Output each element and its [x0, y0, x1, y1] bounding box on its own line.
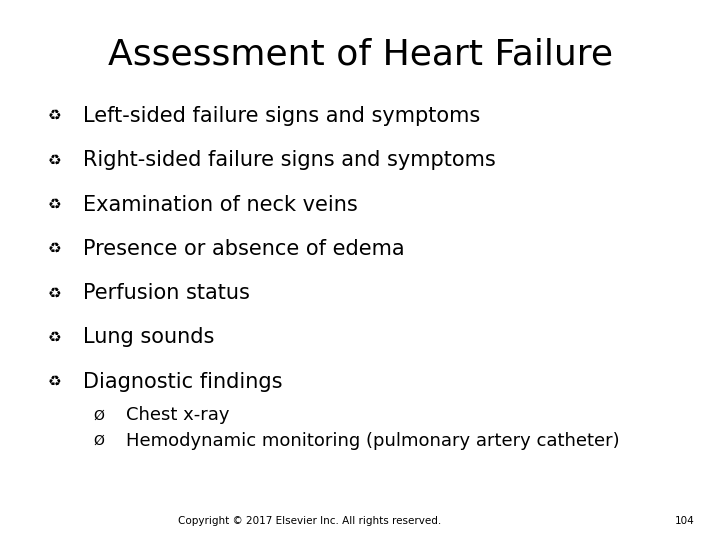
Text: Hemodynamic monitoring (pulmonary artery catheter): Hemodynamic monitoring (pulmonary artery… [126, 432, 620, 450]
Text: Ø: Ø [94, 408, 104, 422]
Text: ♻: ♻ [48, 153, 61, 168]
Text: ♻: ♻ [48, 197, 61, 212]
Text: Diagnostic findings: Diagnostic findings [83, 372, 282, 392]
Text: Assessment of Heart Failure: Assessment of Heart Failure [107, 38, 613, 72]
Text: Left-sided failure signs and symptoms: Left-sided failure signs and symptoms [83, 106, 480, 126]
Text: ♻: ♻ [48, 286, 61, 301]
Text: Ø: Ø [94, 434, 104, 448]
Text: Copyright © 2017 Elsevier Inc. All rights reserved.: Copyright © 2017 Elsevier Inc. All right… [178, 516, 441, 526]
Text: ♻: ♻ [48, 109, 61, 124]
Text: Lung sounds: Lung sounds [83, 327, 214, 348]
Text: ♻: ♻ [48, 330, 61, 345]
Text: Chest x-ray: Chest x-ray [126, 406, 230, 424]
Text: ♻: ♻ [48, 241, 61, 256]
Text: 104: 104 [675, 516, 695, 526]
Text: ♻: ♻ [48, 374, 61, 389]
Text: Presence or absence of edema: Presence or absence of edema [83, 239, 405, 259]
Text: Examination of neck veins: Examination of neck veins [83, 194, 358, 215]
Text: Perfusion status: Perfusion status [83, 283, 250, 303]
Text: Right-sided failure signs and symptoms: Right-sided failure signs and symptoms [83, 150, 495, 171]
